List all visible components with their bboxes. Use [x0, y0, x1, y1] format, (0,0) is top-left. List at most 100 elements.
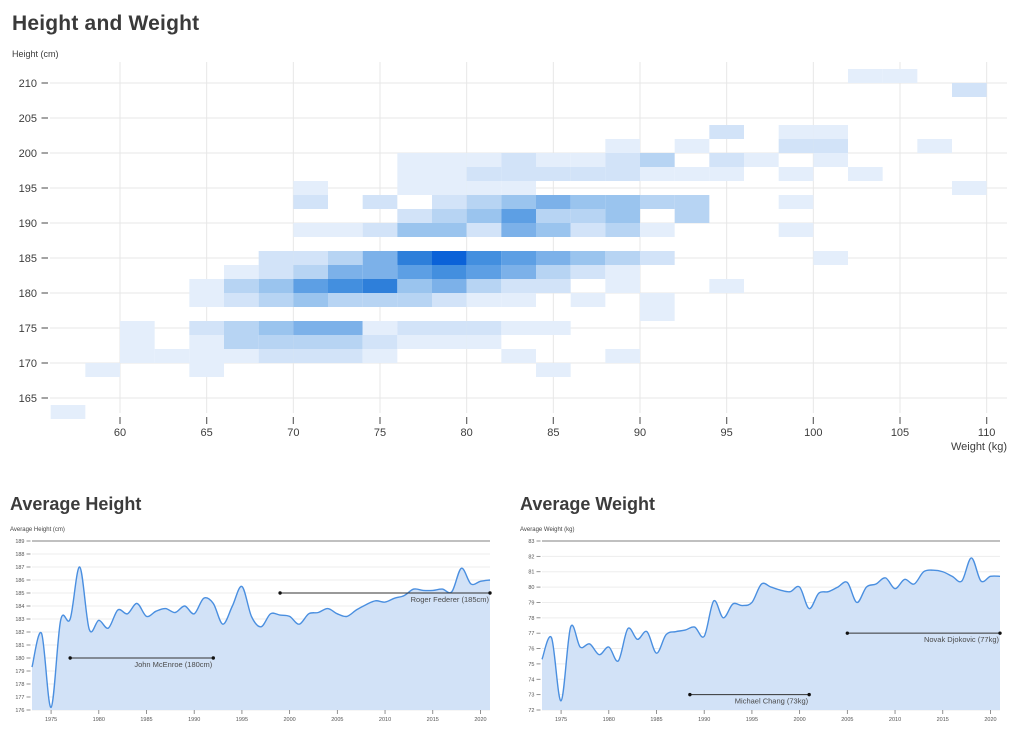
heatmap-cell — [432, 293, 467, 307]
y-tick-label: 179 — [15, 669, 24, 675]
heatmap-cell — [605, 167, 640, 181]
heatmap-cell — [293, 223, 328, 237]
heatmap-cell — [328, 293, 363, 307]
avg-height-panel: Average Height Average Height (cm) 176 17… — [10, 492, 515, 737]
heatmap-cell — [224, 265, 259, 279]
heatmap-cell — [397, 209, 432, 223]
heatmap-cell — [328, 265, 363, 279]
heatmap-cell — [362, 223, 398, 237]
heatmap-cell — [293, 251, 328, 265]
y-tick-label: 78 — [528, 616, 534, 622]
area-line — [31, 566, 491, 709]
y-tick-label: 185 — [15, 591, 24, 597]
heatmap-cell — [328, 279, 363, 293]
heatmap-cell — [328, 349, 363, 363]
heatmap-cell — [674, 167, 710, 181]
heatmap-cell — [501, 293, 536, 307]
x-tick-label: 110 — [978, 427, 996, 439]
y-tick-label: 187 — [15, 565, 24, 571]
heatmap-cell — [848, 69, 883, 83]
x-tick-label: 1990 — [188, 717, 200, 723]
annotation: Roger Federer (185cm) — [278, 591, 492, 604]
annotation-label: John McEnroe (180cm) — [134, 660, 212, 669]
heatmap-cell — [501, 181, 536, 195]
x-tick-label: 2020 — [984, 717, 996, 723]
heatmap-cell — [328, 335, 363, 349]
heatmap-cell — [258, 349, 294, 363]
heatmap-cell — [258, 293, 294, 307]
heatmap-cell — [432, 153, 467, 167]
heatmap-cell — [605, 349, 640, 363]
annotation-dot — [807, 692, 811, 697]
heatmap-cell — [362, 293, 398, 307]
y-tick-label: 76 — [528, 647, 534, 653]
heatmap-title: Height and Weight — [12, 12, 200, 35]
heatmap-cell — [570, 223, 606, 237]
heatmap-cell — [432, 265, 467, 279]
heatmap-cell — [397, 153, 432, 167]
heatmap-cell — [674, 139, 710, 153]
y-tick-label: 79 — [528, 600, 534, 606]
heatmap-cell — [466, 293, 502, 307]
heatmap-y-axis-label: Height (cm) — [12, 49, 59, 59]
heatmap-cell — [640, 251, 675, 265]
heatmap-cell — [224, 279, 259, 293]
x-tick-label: 1995 — [236, 717, 248, 723]
heatmap-cell — [640, 293, 675, 307]
heatmap-cell — [293, 335, 328, 349]
heatmap-cell — [466, 181, 502, 195]
avg-weight-y-axis-label: Average Weight (kg) — [520, 527, 575, 533]
heatmap-cell — [536, 251, 571, 265]
heatmap-cell — [293, 181, 328, 195]
annotation-dot — [68, 656, 72, 660]
avg-height-title: Average Height — [10, 494, 142, 514]
y-tick-label: 188 — [15, 552, 24, 558]
y-tick-label: 176 — [15, 708, 24, 714]
annotation: Novak Djokovic (77kg) — [845, 631, 1002, 644]
heatmap-cell — [536, 223, 571, 237]
heatmap-cell — [466, 223, 502, 237]
x-tick-label: 85 — [547, 427, 559, 439]
heatmap-cell — [189, 349, 224, 363]
x-tick-label: 2010 — [379, 717, 391, 723]
heatmap-cell — [709, 167, 744, 181]
heatmap-cell — [397, 265, 432, 279]
heatmap-cell — [570, 293, 606, 307]
x-tick-label: 1975 — [555, 717, 567, 723]
heatmap-cell — [536, 167, 571, 181]
heatmap-cell — [605, 279, 640, 293]
x-tick-label: 2010 — [889, 717, 901, 723]
heatmap-cell — [501, 167, 536, 181]
heatmap-cell — [778, 139, 814, 153]
heatmap-cell — [778, 223, 814, 237]
heatmap-cell — [536, 363, 571, 377]
x-tick-label: 2005 — [331, 717, 343, 723]
y-tick-label: 82 — [528, 554, 534, 560]
heatmap-cell — [570, 209, 606, 223]
heatmap-cell — [952, 181, 987, 195]
heatmap-cell — [293, 349, 328, 363]
heatmap-cell — [813, 153, 848, 167]
x-tick-label: 1980 — [603, 717, 615, 723]
x-tick-label: 1975 — [45, 717, 57, 723]
y-tick-label: 75 — [528, 662, 534, 668]
heatmap-cell — [674, 195, 710, 209]
heatmap-cell — [189, 335, 224, 349]
heatmap-cell — [536, 209, 571, 223]
x-tick-label: 80 — [461, 427, 473, 439]
heatmap-chart: 165 170 175 180 185 190 195 200 205 210 60 65 70 75 80… — [19, 62, 1007, 453]
heatmap-cell — [709, 153, 744, 167]
heatmap-cell — [605, 223, 640, 237]
area-line — [541, 557, 1001, 702]
heatmap-cell — [258, 251, 294, 265]
heatmap-cell — [813, 139, 848, 153]
heatmap-cell — [397, 335, 432, 349]
avg-height-chart: 176 177 178 179 180 181 182 183 184 185 186 187 188 1… — [15, 539, 492, 723]
heatmap-cell — [258, 321, 294, 335]
x-tick-label: 2000 — [794, 717, 806, 723]
heatmap-cell — [328, 223, 363, 237]
x-tick-label: 2005 — [841, 717, 853, 723]
y-tick-label: 83 — [528, 539, 534, 545]
heatmap-cell — [432, 209, 467, 223]
x-tick-label: 100 — [804, 427, 822, 439]
